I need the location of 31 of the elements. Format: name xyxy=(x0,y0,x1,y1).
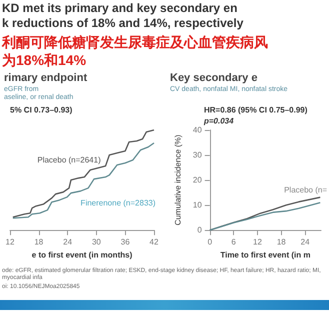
y-tick-label: 20 xyxy=(192,176,202,185)
text: k reductions of 18% and 14%, respectively xyxy=(2,16,244,31)
x-tick-label: 30 xyxy=(92,238,102,247)
x-tick-label: 12 xyxy=(6,238,15,247)
chart-title: rimary endpoint xyxy=(4,72,88,85)
text: KD met its primary and key secondary en xyxy=(2,1,238,16)
x-tick-label: 12 xyxy=(253,238,262,247)
series-label: Finerenone (n=2833) xyxy=(80,198,156,208)
x-axis-title: e to first event (in months) xyxy=(32,250,133,260)
series-label: Placebo (n=2641) xyxy=(37,156,102,165)
x-tick-label: 6 xyxy=(231,238,236,247)
y-tick-label: 10 xyxy=(192,200,202,210)
x-tick-label: 18 xyxy=(34,238,44,247)
y-tick-label: 40 xyxy=(192,126,202,134)
y-tick-label: 30 xyxy=(192,150,202,160)
x-axis-title: Time to first event (in m xyxy=(220,250,310,260)
x-tick-label: 18 xyxy=(276,238,286,247)
y-axis-title: Cumulative incidence (%) xyxy=(174,134,182,226)
text: HR=0.86 (95% CI 0.75–0.99) xyxy=(204,106,308,114)
x-tick-label: 36 xyxy=(120,238,130,247)
y-tick-label: 0 xyxy=(197,226,202,235)
text: 5% CI 0.73–0.93) xyxy=(10,106,73,114)
x-tick-label: 0 xyxy=(208,238,213,247)
x-tick-label: 24 xyxy=(63,238,73,247)
annotation: Placebo (n= xyxy=(284,186,328,194)
text: p=0.034 xyxy=(203,116,234,126)
x-tick-label: 24 xyxy=(300,238,310,247)
text: 为18%和14% xyxy=(2,52,86,68)
chart-title: Key secondary e xyxy=(170,72,258,85)
text: 利酮可降低糖肾发生尿毒症及心血管疾病风 xyxy=(2,34,268,50)
x-tick-label: 42 xyxy=(150,238,159,247)
